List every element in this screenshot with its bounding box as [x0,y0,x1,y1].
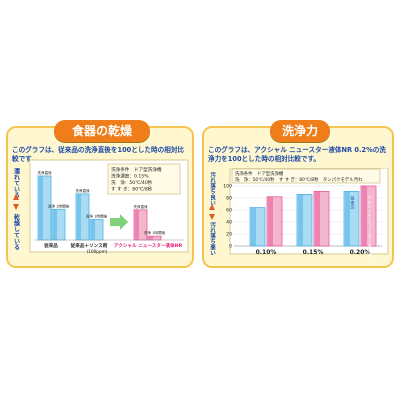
cleaning-y-tick: 40 [226,220,232,226]
cleaning-y-tick: 80 [226,196,232,202]
cleaning-x-tick: 0.15% [303,249,324,256]
arrow-up-icon [13,194,19,200]
arrow-up-icon [209,204,215,210]
cleaning-y-tick: 60 [226,208,232,214]
cleaning-y-tick: 20 [226,232,232,238]
drying-y-bottom-label: 乾燥している [13,213,20,251]
drying-group-label: 従来品＋リンス剤 [70,242,108,249]
cleaning-bar-shade [251,207,256,246]
cleaning-series-label: 従来品 [350,195,356,210]
drying-bar-label: 洗浄直後 [37,170,52,175]
cleaning-panel: 洗浄力 このグラフは、アクシャル ニュースター液体NR 0.2%の洗浄力を100… [202,120,394,268]
drying-y-top-label: 濡れている [13,167,20,199]
drying-bar-shade [77,193,81,240]
drying-bar-label: 洗浄 1時間後 [144,230,166,235]
drying-group-sublabel: (100ppm) [87,249,108,254]
drying-condition-line: 洗浄条件 ドア型洗浄機 [111,166,162,173]
cleaning-condition-line: 洗 浄：50℃/40秒 す す ぎ：80℃/8秒 タンパクモデル汚れ [235,176,363,183]
cleaning-bar-shade [345,191,350,246]
drying-bar-group: 洗浄直後 [37,170,52,241]
drying-bar-shade [39,176,43,240]
cleaning-y-top-label: 汚れ落ち良い [209,171,216,206]
drying-bar-label: 洗浄 1時間後 [86,214,108,219]
drying-conditions-box [107,163,181,195]
cleaning-bar-shade [315,191,320,246]
drying-condition-line: す す ぎ：80℃/8秒 [111,186,153,193]
cleaning-bar-shade [268,196,273,246]
arrow-down-icon [13,204,19,210]
cleaning-description: このグラフは、アクシャル ニュースター液体NR 0.2%の洗浄力を100とした時… [208,146,386,163]
drying-description: このグラフは、従来品の洗浄直後を100とした時の相対比較です。 [12,146,185,163]
drying-group-label: アクシャル ニュースター液体NR [114,242,183,249]
drying-condition-line: 洗浄濃度：0.15% [111,173,149,180]
cleaning-title: 洗浄力 [270,120,330,142]
arrow-down-icon [209,214,215,220]
drying-panel: 食器の乾燥 このグラフは、従来品の洗浄直後を100とした時の相対比較です。 濡れ… [6,120,194,268]
drying-bar-label: 洗浄直後 [75,188,90,193]
cleaning-conditions-box [231,168,381,184]
cleaning-y-tick: 100 [223,184,232,190]
cleaning-bar-shade [298,194,303,246]
cleaning-bar-shade [362,186,367,246]
drying-bar-label: 洗浄 1時間後 [48,203,70,208]
drying-condition-line: 洗 浄：50℃/40秒 [111,179,153,186]
drying-bar-group: 洗浄直後 [133,204,148,241]
cleaning-condition-line: 洗浄条件 ドア型洗浄機 [235,170,284,177]
cleaning-x-tick: 0.10% [256,249,277,256]
cleaning-y-tick: 0 [229,244,232,250]
drying-bar-shade [149,236,153,240]
arrow-right-icon [110,214,128,230]
drying-group-label: 従来品 [43,242,58,249]
drying-bar-shade [91,219,95,240]
drying-bar-shade [53,209,57,240]
drying-bar-shade [135,209,139,240]
cleaning-series-label: アクシャル ニュースター液体NR [367,196,373,258]
drying-title: 食器の乾燥 [54,120,150,142]
drying-bar-label: 洗浄直後 [133,204,148,209]
cleaning-y-bottom-label: 汚れ落ち悪い [209,221,216,256]
cleaning-x-tick: 0.20% [350,249,371,256]
